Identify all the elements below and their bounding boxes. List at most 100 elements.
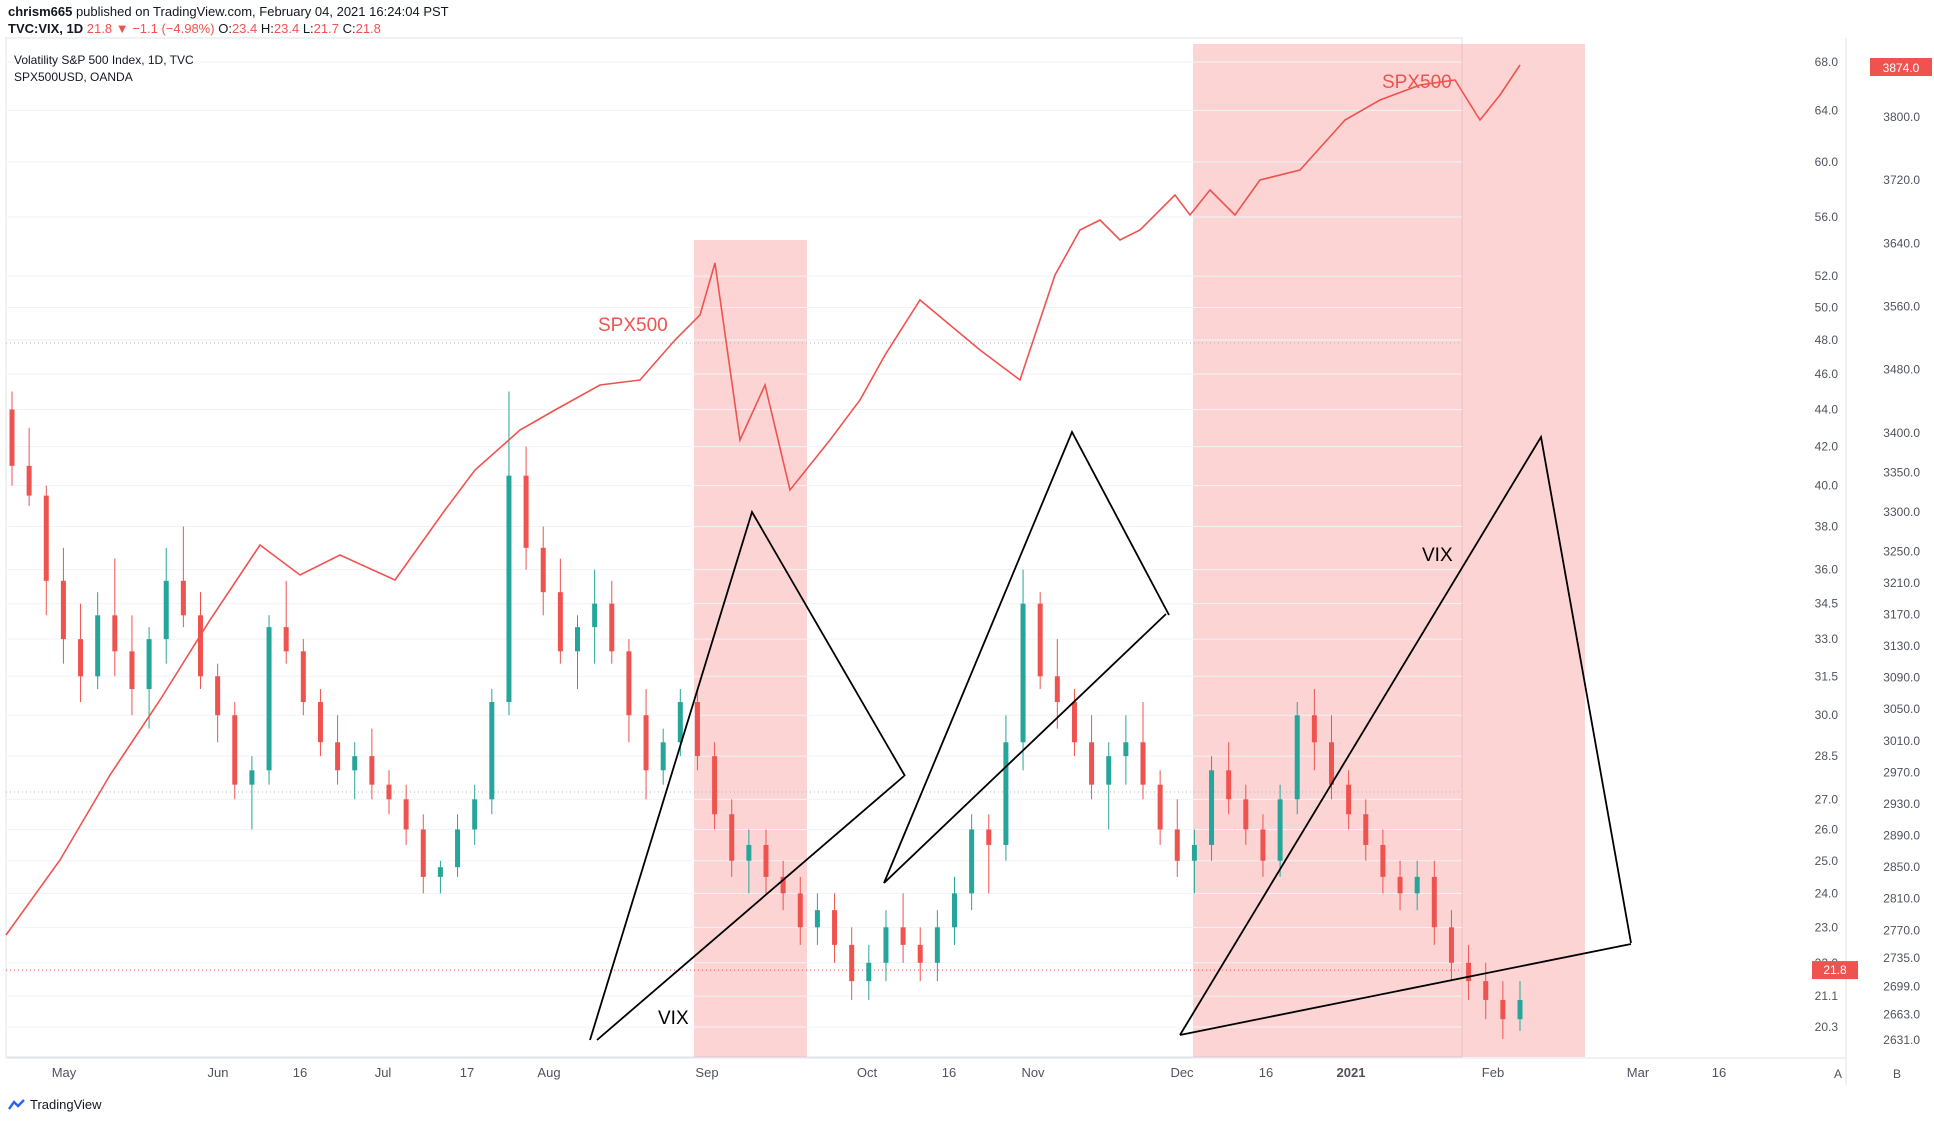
plot-area[interactable] (5, 37, 1463, 1058)
candle-body[interactable] (1294, 715, 1300, 800)
candle-body[interactable] (575, 627, 580, 652)
candle-body[interactable] (797, 893, 803, 928)
candle-body[interactable] (9, 409, 15, 466)
candle-body[interactable] (112, 615, 118, 652)
candle-body[interactable] (1311, 715, 1317, 743)
candle-body[interactable] (43, 495, 49, 581)
axis-scale-button[interactable]: B (1893, 1067, 1901, 1081)
candle-body[interactable] (1397, 876, 1403, 894)
legend-overlay-series[interactable]: SPX500USD, OANDA (14, 70, 133, 84)
candle-body[interactable] (866, 962, 872, 982)
candle-body[interactable] (609, 603, 615, 652)
candle-body[interactable] (403, 799, 409, 830)
candle-body[interactable] (1174, 829, 1180, 861)
candle-body[interactable] (832, 910, 838, 945)
candle-body[interactable] (180, 580, 186, 616)
candle-body[interactable] (1020, 603, 1026, 743)
candle-body[interactable] (523, 475, 529, 548)
candle-body[interactable] (300, 651, 306, 703)
candle-body[interactable] (712, 756, 718, 815)
candle-body[interactable] (1209, 770, 1215, 845)
candle-body[interactable] (163, 580, 169, 640)
candle-body[interactable] (1157, 784, 1163, 830)
candle-body[interactable] (1191, 844, 1197, 861)
candle-body[interactable] (677, 702, 683, 743)
candle-body[interactable] (1346, 784, 1352, 815)
candle-body[interactable] (26, 465, 32, 496)
candle-body[interactable] (283, 627, 289, 652)
candle-body[interactable] (883, 927, 889, 963)
candle-body[interactable] (1140, 742, 1146, 785)
candle-body[interactable] (1123, 742, 1129, 757)
candle-body[interactable] (1054, 676, 1060, 703)
candle-body[interactable] (129, 651, 135, 690)
candle-body[interactable] (1431, 876, 1437, 928)
candle-body[interactable] (900, 927, 906, 945)
trendline[interactable] (589, 509, 906, 1041)
candle-body[interactable] (60, 580, 66, 640)
candle-body[interactable] (557, 592, 563, 652)
candle-body[interactable] (1500, 999, 1506, 1020)
candle-body[interactable] (335, 742, 341, 771)
candle-body[interactable] (917, 944, 923, 963)
annotation-label[interactable]: SPX500 (598, 315, 668, 336)
candle-body[interactable] (1329, 742, 1334, 785)
candle-body[interactable] (694, 702, 700, 757)
spx500-line[interactable] (5, 64, 1521, 936)
candle-body[interactable] (1243, 799, 1249, 830)
candle-body[interactable] (952, 893, 957, 928)
candle-body[interactable] (1363, 814, 1369, 845)
candle-body[interactable] (729, 814, 735, 861)
candle-body[interactable] (780, 876, 786, 894)
trendline[interactable] (1179, 434, 1632, 1036)
candle-body[interactable] (660, 742, 666, 771)
candle-body[interactable] (746, 844, 752, 861)
candle-body[interactable] (266, 627, 272, 771)
axis-scale-button[interactable]: A (1834, 1067, 1842, 1081)
candle-body[interactable] (249, 770, 255, 785)
candle-body[interactable] (78, 639, 84, 677)
candle-body[interactable] (1089, 742, 1095, 785)
candle-body[interactable] (506, 475, 512, 703)
candle-body[interactable] (146, 639, 152, 690)
candle-body[interactable] (232, 715, 238, 785)
candle-body[interactable] (1466, 962, 1472, 982)
candle-body[interactable] (369, 756, 375, 785)
candle-body[interactable] (489, 702, 495, 800)
candle-body[interactable] (437, 867, 443, 877)
candle-body[interactable] (455, 829, 461, 868)
candle-body[interactable] (1277, 799, 1283, 861)
candle-body[interactable] (198, 615, 203, 677)
candle-body[interactable] (215, 676, 221, 716)
annotation-label[interactable]: VIX (1422, 545, 1453, 566)
trendline[interactable] (883, 613, 1167, 884)
candle-body[interactable] (643, 715, 649, 771)
candle-body[interactable] (626, 651, 632, 716)
candle-body[interactable] (986, 829, 992, 845)
candle-body[interactable] (814, 910, 820, 928)
candle-body[interactable] (1517, 999, 1523, 1020)
candle-body[interactable] (1003, 742, 1009, 845)
candle-body[interactable] (352, 756, 358, 771)
candle-body[interactable] (317, 702, 323, 743)
candle-body[interactable] (1380, 844, 1386, 877)
symbol-label[interactable]: TVC:VIX, 1D (8, 21, 84, 36)
candle-body[interactable] (1260, 829, 1266, 861)
candle-body[interactable] (1226, 770, 1232, 800)
candle-body[interactable] (386, 784, 392, 800)
tradingview-logo[interactable]: TradingView (8, 1097, 102, 1112)
candle-body[interactable] (472, 799, 478, 830)
candle-body[interactable] (763, 844, 769, 877)
candle-body[interactable] (1071, 702, 1077, 743)
candle-body[interactable] (934, 927, 940, 963)
candle-body[interactable] (849, 944, 855, 982)
annotation-label[interactable]: VIX (658, 1008, 689, 1029)
candle-body[interactable] (969, 829, 975, 894)
candle-body[interactable] (1448, 927, 1454, 963)
candle-body[interactable] (1414, 876, 1420, 894)
trendline[interactable] (883, 429, 1170, 884)
candle-body[interactable] (1106, 756, 1112, 785)
candle-body[interactable] (420, 829, 426, 877)
candle-body[interactable] (540, 547, 546, 593)
